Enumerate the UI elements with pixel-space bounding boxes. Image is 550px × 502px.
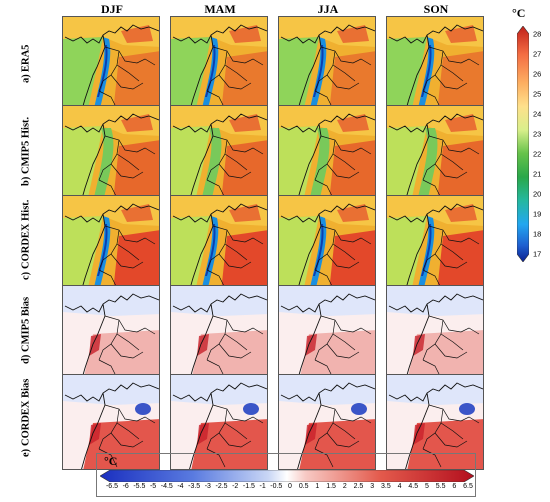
map-panel-cmip5-hist-son bbox=[386, 105, 484, 201]
temperature-colorbar-tick: 26 bbox=[533, 69, 542, 79]
map-panel-cmip5-bias-son bbox=[386, 285, 484, 381]
map-panel-cordex-hist-djf bbox=[62, 195, 160, 291]
row-label-cordex-hist: c) CORDEX Hist. bbox=[20, 199, 32, 281]
bias-colorbar-tick: -3.5 bbox=[188, 483, 201, 490]
bias-colorbar-tick: -1.5 bbox=[242, 483, 255, 490]
bias-colorbar-tick: 6 bbox=[452, 483, 457, 490]
bias-colorbar-tick: -5.5 bbox=[133, 483, 146, 490]
temperature-colorbar-tick: 24 bbox=[533, 109, 542, 119]
map-panel-cmip5-hist-jja bbox=[278, 105, 376, 201]
temperature-colorbar-tick: 23 bbox=[533, 129, 542, 139]
map-panel-cmip5-bias-jja bbox=[278, 285, 376, 381]
map-panel-cordex-hist-son bbox=[386, 195, 484, 291]
bias-colorbar bbox=[100, 470, 474, 482]
row-label-era5: a) ERA5 bbox=[20, 44, 32, 84]
col-title-djf: DJF bbox=[101, 2, 123, 16]
col-title-son: SON bbox=[423, 2, 449, 16]
bias-colorbar-ticks: -6.5 -6 -5.5 -5 -4.5 -4 -3.5 -3 -2.5 -2 -1.5 -1 -0.5… bbox=[106, 483, 473, 495]
temperature-colorbar-tick: 22 bbox=[533, 149, 542, 159]
bias-colorbar-tick: -4.5 bbox=[160, 483, 173, 490]
bias-colorbar-tick: -2 bbox=[232, 483, 239, 490]
row-label-cmip5-hist: b) CMIP5 Hist. bbox=[20, 116, 32, 186]
bias-colorbar-tick: 3 bbox=[370, 483, 375, 490]
bias-colorbar-frame bbox=[96, 453, 476, 497]
temperature-colorbar-tick: 25 bbox=[533, 89, 542, 99]
bias-colorbar-tick: 6.5 bbox=[463, 483, 473, 490]
map-panel-cordex-bias-djf bbox=[62, 374, 160, 470]
bias-colorbar-tick: 0 bbox=[288, 483, 292, 490]
col-title-mam: MAM bbox=[204, 2, 236, 16]
col-title-jja: JJA bbox=[317, 2, 339, 16]
map-panel-cmip5-bias-mam bbox=[170, 285, 268, 381]
map-panel-cmip5-bias-djf bbox=[62, 285, 160, 381]
bias-colorbar-tick: 5.5 bbox=[435, 483, 446, 490]
map-panel-cordex-hist-jja bbox=[278, 195, 376, 291]
temperature-colorbar-unit: °C bbox=[512, 6, 526, 20]
map-panel-era5-mam bbox=[170, 16, 268, 112]
bias-colorbar-tick: -3 bbox=[204, 483, 211, 490]
map-panel-era5-son bbox=[386, 16, 484, 112]
temperature-colorbar-tick: 19 bbox=[533, 209, 542, 219]
bias-colorbar-tick: 3.5 bbox=[380, 483, 391, 490]
row-label-cordex-bias: e) CORDEX Bias bbox=[20, 378, 32, 458]
bias-colorbar-tick: -0.5 bbox=[270, 483, 283, 490]
temperature-colorbar-tick: 27 bbox=[533, 49, 542, 59]
map-panel-cordex-hist-mam bbox=[170, 195, 268, 291]
temperature-colorbar-tick: 17 bbox=[533, 249, 542, 259]
bias-colorbar-tick: -6.5 bbox=[105, 483, 119, 490]
bias-colorbar-tick: 4.5 bbox=[408, 483, 419, 490]
bias-colorbar-tick: 2.5 bbox=[353, 483, 364, 490]
bias-colorbar-unit: °C bbox=[104, 454, 118, 468]
bias-colorbar-tick: -5 bbox=[149, 483, 157, 490]
bias-colorbar-tick: 0.5 bbox=[298, 483, 309, 490]
temperature-colorbar-tick: 28 bbox=[533, 29, 542, 39]
map-panel-cmip5-hist-mam bbox=[170, 105, 268, 201]
temperature-colorbar bbox=[517, 26, 529, 262]
bias-colorbar-tick: 2 bbox=[342, 483, 347, 490]
temperature-colorbar-tick: 21 bbox=[533, 169, 542, 179]
row-label-cmip5-bias: d) CMIP5 Bias bbox=[20, 296, 32, 364]
bias-colorbar-tick: 1.5 bbox=[326, 483, 336, 490]
map-panel-era5-djf bbox=[62, 16, 160, 112]
map-panel-era5-jja bbox=[278, 16, 376, 112]
bias-colorbar-tick: 4 bbox=[397, 483, 402, 490]
map-panel-cmip5-hist-djf bbox=[62, 105, 160, 201]
bias-colorbar-tick: -6 bbox=[122, 483, 129, 490]
bias-colorbar-tick: 1 bbox=[315, 483, 320, 490]
temperature-colorbar-tick: 20 bbox=[533, 189, 542, 199]
temperature-colorbar-tick: 18 bbox=[533, 229, 542, 239]
bias-colorbar-tick: -1 bbox=[259, 483, 266, 490]
bias-colorbar-tick: -4 bbox=[177, 483, 184, 490]
bias-colorbar-tick: -2.5 bbox=[215, 483, 228, 490]
bias-colorbar-tick: 5 bbox=[424, 483, 429, 490]
